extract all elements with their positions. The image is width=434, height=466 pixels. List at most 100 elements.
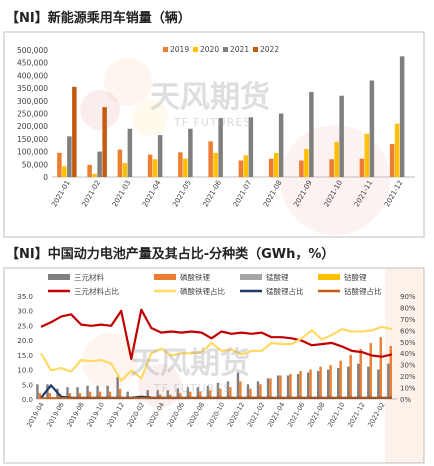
y-left-tick-label: 35.0 bbox=[17, 293, 33, 301]
y-left-tick-label: 20.0 bbox=[17, 337, 33, 345]
bar-2020-2021-10 bbox=[334, 141, 339, 177]
bar-2022-2021-02 bbox=[102, 107, 107, 177]
legend-label-2019: 2019 bbox=[170, 45, 189, 54]
y-right-tick-label: 20% bbox=[400, 373, 416, 381]
bar-磷酸铁锂-2021-07 bbox=[309, 369, 312, 399]
line-三元材料占比 bbox=[40, 308, 393, 361]
y-right-tick-label: 30% bbox=[400, 362, 416, 370]
bar-2020-2021-04 bbox=[152, 159, 158, 177]
bar-磷酸铁锂-2021-03 bbox=[269, 378, 272, 399]
bar-磷酸铁锂-2020-10 bbox=[219, 388, 222, 399]
bar-磷酸铁锂-2020-09 bbox=[209, 390, 212, 399]
bar-三元材料-2020-09 bbox=[206, 385, 210, 399]
chart2-frame bbox=[3, 267, 425, 464]
legend-swatch-三元材料 bbox=[48, 274, 70, 280]
y-right-tick-label: 80% bbox=[400, 304, 416, 312]
legend-label-2022: 2022 bbox=[260, 45, 279, 54]
bar-锰酸锂-2019-04 bbox=[41, 398, 44, 399]
bar-三元材料-2021-01 bbox=[246, 384, 250, 399]
bar-磷酸铁锂-2021-12 bbox=[359, 348, 362, 399]
bar-磷酸铁锂-2020-12 bbox=[239, 381, 242, 399]
bar-锰酸锂-2019-05 bbox=[51, 398, 54, 399]
bar-2019-2021-11 bbox=[359, 158, 365, 177]
y-left-tick-label: 15.0 bbox=[17, 352, 33, 360]
y-left-tick-label: 30.0 bbox=[17, 308, 33, 316]
y-left-tick-label: 0.0 bbox=[22, 396, 33, 404]
y-right-tick-label: 90% bbox=[400, 293, 416, 301]
legend-label-三元材料占比: 三元材料占比 bbox=[74, 286, 119, 296]
bar-2019-2021-10 bbox=[329, 159, 334, 177]
bar-三元材料-2019-12 bbox=[116, 376, 119, 399]
legend-swatch-2019 bbox=[163, 47, 168, 52]
bar-2021-2021-03 bbox=[127, 128, 133, 177]
legend-label-三元材料: 三元材料 bbox=[74, 272, 104, 282]
bar-2020-2021-11 bbox=[364, 133, 370, 177]
bar-2021-2021-02 bbox=[97, 151, 102, 177]
bar-2021-2021-09 bbox=[309, 91, 314, 177]
bar-三元材料-2022-01 bbox=[367, 366, 370, 399]
bar-2019-2021-09 bbox=[299, 160, 304, 177]
bar-磷酸铁锂-2021-04 bbox=[279, 375, 282, 399]
bar-磷酸铁锂-2020-02 bbox=[138, 398, 142, 399]
legend-swatch-钴酸锂 bbox=[318, 274, 340, 280]
watermark-petal bbox=[132, 100, 168, 136]
legend-swatch-2022 bbox=[253, 47, 258, 52]
bar-三元材料-2021-11 bbox=[347, 366, 350, 399]
line-磷酸铁锂占比 bbox=[40, 325, 393, 382]
bar-三元材料-2019-07 bbox=[66, 387, 69, 399]
y-tick-label: 450,000 bbox=[17, 59, 48, 68]
bar-三元材料-2020-05 bbox=[166, 390, 169, 399]
y-tick-label: 100,000 bbox=[17, 148, 48, 157]
bar-磷酸铁锂-2021-10 bbox=[339, 360, 342, 399]
y-tick-label: 250,000 bbox=[17, 110, 48, 119]
bar-磷酸铁锂-2021-02 bbox=[259, 384, 262, 399]
bar-2021-2021-11 bbox=[369, 80, 375, 177]
y-right-tick-label: 60% bbox=[400, 327, 416, 335]
new-energy-sales-chart: 0 50,000 100,000 150,000 200,000 250,000 300,0… bbox=[3, 31, 425, 238]
bar-三元材料-2019-04 bbox=[36, 384, 39, 399]
bar-磷酸铁锂-2021-01 bbox=[249, 388, 252, 399]
bar-2021-2021-04 bbox=[157, 135, 163, 177]
legend-swatch-磷酸铁锂 bbox=[154, 274, 176, 280]
y-tick-label: 50,000 bbox=[22, 160, 48, 169]
battery-output-chart: 0.0 5.0 10.0 15.0 20.0 25.0 30.0 35.0 0% 10% 20% 30… bbox=[3, 267, 425, 464]
bar-三元材料-2021-05 bbox=[286, 375, 290, 399]
legend-label-磷酸铁锂: 磷酸铁锂 bbox=[180, 272, 210, 282]
bar-磷酸铁锂-2021-05 bbox=[289, 373, 292, 399]
bar-2020-2021-08 bbox=[273, 152, 279, 177]
watermark-petal bbox=[80, 90, 120, 130]
bar-三元材料-2020-03 bbox=[146, 390, 149, 399]
bar-三元材料-2019-05 bbox=[46, 384, 49, 399]
y-tick-label: 350,000 bbox=[17, 84, 48, 93]
watermark-petal bbox=[104, 58, 152, 106]
legend-label-磷酸铁锂占比: 磷酸铁锂占比 bbox=[180, 286, 225, 296]
bar-磷酸铁锂-2019-11 bbox=[108, 391, 112, 399]
bar-三元材料-2019-10 bbox=[96, 385, 99, 399]
bar-2019-2021-05 bbox=[178, 152, 183, 177]
bar-2019-2021-02 bbox=[87, 164, 92, 177]
bar-三元材料-2020-10 bbox=[216, 382, 220, 399]
bar-磷酸铁锂-2022-03 bbox=[389, 346, 392, 399]
bar-磷酸铁锂-2020-06 bbox=[179, 393, 182, 399]
y-tick-label: 0 bbox=[43, 173, 48, 182]
bar-三元材料-2021-06 bbox=[296, 373, 300, 399]
bar-2020-2021-12 bbox=[394, 123, 400, 177]
bar-三元材料-2021-03 bbox=[266, 378, 270, 399]
bar-2020-2021-06 bbox=[213, 152, 218, 177]
y-right-tick-label: 10% bbox=[400, 385, 416, 393]
bar-三元材料-2019-11 bbox=[106, 385, 109, 399]
y-tick-label: 200,000 bbox=[17, 122, 48, 131]
bar-磷酸铁锂-2020-08 bbox=[199, 391, 202, 399]
legend-label-锰酸锂占比: 锰酸锂占比 bbox=[266, 286, 304, 296]
bar-2020-2021-03 bbox=[122, 163, 128, 177]
bar-磷酸铁锂-2022-01 bbox=[369, 343, 372, 399]
chart2-title: 【NI】中国动力电池产量及其占比-分种类（GWh，%） bbox=[6, 247, 335, 262]
bar-2021-2021-10 bbox=[339, 95, 344, 177]
bar-2019-2021-06 bbox=[208, 141, 213, 177]
bar-磷酸铁锂-2019-09 bbox=[88, 391, 92, 399]
bar-2020-2021-07 bbox=[243, 155, 249, 177]
bar-2019-2021-08 bbox=[268, 158, 274, 177]
legend-swatch-2021 bbox=[223, 47, 228, 52]
legend-swatch-锰酸锂 bbox=[240, 274, 262, 280]
bar-三元材料-2020-08 bbox=[196, 387, 200, 399]
